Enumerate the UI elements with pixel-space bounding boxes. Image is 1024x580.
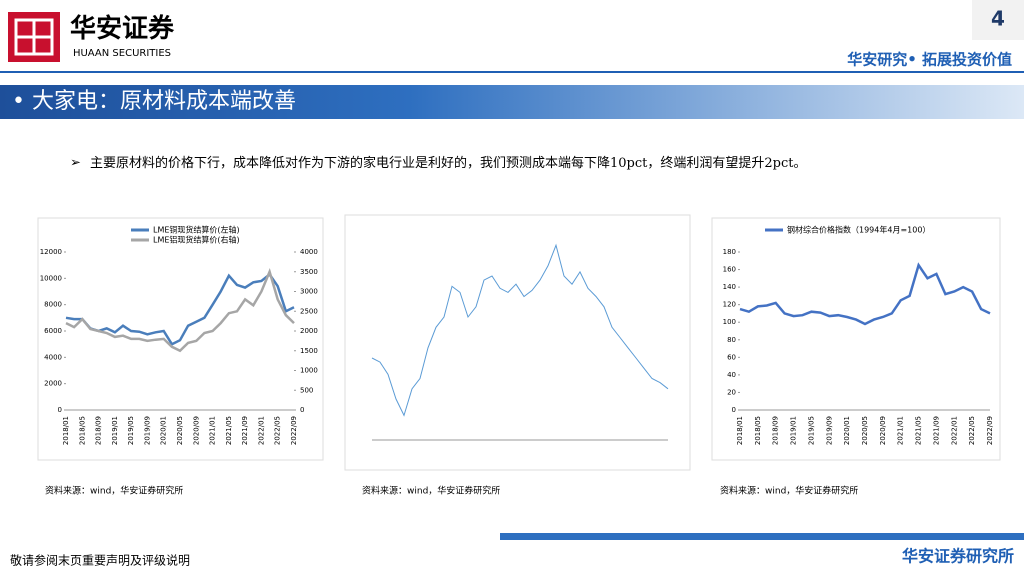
x-tick-label: 2021/01 <box>897 416 905 445</box>
source: 资料来源：wind，华安证券研究所 <box>362 485 500 497</box>
y-tick-label: 12000 <box>40 248 62 256</box>
x-tick-label: 2022/09 <box>986 416 994 445</box>
y-tick-label: 120 <box>723 301 736 309</box>
x-tick-label: 2019/01 <box>790 416 798 445</box>
title-bar <box>0 85 1024 119</box>
footer-org: 华安证券研究所 <box>902 547 1014 566</box>
slide-title: • 大家电：原材料成本端改善 <box>12 89 296 114</box>
logo-cn: 华安证券 <box>70 13 175 44</box>
y-tick-label: 140 <box>723 283 736 291</box>
y2-tick-label: 2000 <box>300 327 318 335</box>
x-tick-label: 2019/05 <box>127 416 135 445</box>
chart-frame <box>711 217 1001 461</box>
chart-frame <box>344 214 691 471</box>
y-tick-label: 4000 <box>44 353 62 361</box>
y2-tick-label: 3000 <box>300 288 318 296</box>
x-tick-label: 2018/01 <box>736 416 744 445</box>
y-tick-label: 10000 <box>40 274 62 282</box>
y-tick-label: 60 <box>727 353 736 361</box>
y-tick-label: 20 <box>727 388 736 396</box>
x-tick-label: 2018/01 <box>62 416 70 445</box>
x-tick-label: 2019/09 <box>825 416 833 445</box>
line-series <box>739 262 991 326</box>
y2-tick-label: 500 <box>300 386 313 394</box>
x-tick-label: 2020/09 <box>879 416 887 445</box>
y2-tick-label: 3500 <box>300 268 318 276</box>
x-tick-label: 2018/05 <box>78 416 86 445</box>
legend-label: LME铜现货结算价(左轴) <box>153 225 240 235</box>
bullet-text: 主要原材料的价格下行，成本降低对作为下游的家电行业是利好的，我们预测成本端每下降… <box>90 156 807 171</box>
line-series <box>371 243 669 417</box>
x-tick-label: 2022/05 <box>968 416 976 445</box>
y-tick-label: 180 <box>723 248 736 256</box>
disclaimer: 敬请参阅末页重要声明及评级说明 <box>10 553 190 568</box>
y-tick-label: 0 <box>58 406 62 414</box>
footer-bar <box>500 533 1024 540</box>
x-tick-label: 2022/01 <box>257 416 265 445</box>
line-series <box>65 268 295 353</box>
y-tick-label: 100 <box>723 318 736 326</box>
x-tick-label: 2019/01 <box>111 416 119 445</box>
y2-tick-label: 4000 <box>300 248 318 256</box>
y2-tick-label: 0 <box>300 406 304 414</box>
page-number: 4 <box>991 7 1005 31</box>
chart-frame <box>37 217 324 461</box>
x-tick-label: 2022/05 <box>274 416 282 445</box>
x-tick-label: 2021/01 <box>209 416 217 445</box>
x-tick-label: 2018/05 <box>754 416 762 445</box>
x-tick-label: 2022/09 <box>290 416 298 445</box>
page-box <box>972 0 1024 40</box>
y-tick-label: 8000 <box>44 301 62 309</box>
x-tick-label: 2021/09 <box>932 416 940 445</box>
line-series <box>65 272 295 346</box>
y-tick-label: 80 <box>727 336 736 344</box>
x-tick-label: 2022/01 <box>950 416 958 445</box>
legend-label: 钢材综合价格指数（1994年4月=100） <box>787 225 930 235</box>
x-tick-label: 2019/05 <box>807 416 815 445</box>
logo-en: HUAAN SECURITIES <box>73 48 171 59</box>
source: 资料来源：wind，华安证券研究所 <box>720 485 858 497</box>
x-tick-label: 2020/05 <box>176 416 184 445</box>
x-tick-label: 2018/09 <box>95 416 103 445</box>
x-tick-label: 2019/09 <box>143 416 151 445</box>
x-tick-label: 2020/05 <box>861 416 869 445</box>
x-tick-label: 2021/09 <box>241 416 249 445</box>
bullet-marker: ➢ <box>70 156 81 171</box>
y-tick-label: 2000 <box>44 380 62 388</box>
y-tick-label: 40 <box>727 371 736 379</box>
y2-tick-label: 1500 <box>300 347 318 355</box>
x-tick-label: 2021/05 <box>225 416 233 445</box>
source: 资料来源：wind，华安证券研究所 <box>45 485 183 497</box>
y2-tick-label: 1000 <box>300 367 318 375</box>
y-tick-label: 6000 <box>44 327 62 335</box>
x-tick-label: 2020/09 <box>192 416 200 445</box>
y-tick-label: 0 <box>732 406 736 414</box>
y-tick-label: 160 <box>723 266 736 274</box>
bullet-box: 主要原材料的价格下行，成本降低对作为下游的家电行业是利好的，我们预测成本端每下降… <box>90 156 807 171</box>
x-tick-label: 2018/09 <box>772 416 780 445</box>
x-tick-label: 2020/01 <box>160 416 168 445</box>
x-tick-label: 2021/05 <box>915 416 923 445</box>
y2-tick-label: 2500 <box>300 307 318 315</box>
slogan: 华安研究• 拓展投资价值 <box>847 51 1012 69</box>
legend-label: LME铝现货结算价(右轴) <box>153 235 240 245</box>
x-tick-label: 2020/01 <box>843 416 851 445</box>
